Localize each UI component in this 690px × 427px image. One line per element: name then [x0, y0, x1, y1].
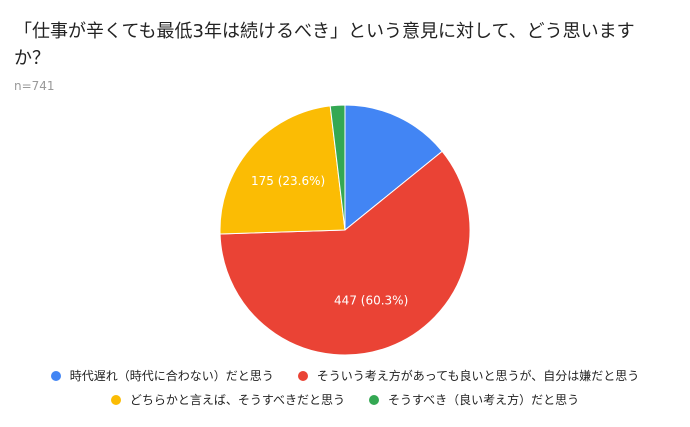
slice-data-label: 447 (60.3%) [334, 293, 408, 307]
legend-label: そうすべき（良い考え方）だと思う [388, 393, 580, 407]
legend-swatch-icon [369, 394, 379, 405]
legend-row: 時代遅れ（時代に合わない）だと思う そういう考え方があっても良いと思うが、自分は… [0, 366, 690, 385]
chart-title: 「仕事が辛くても最低3年は続けるべき」という意見に対して、どう思いますか？ [14, 21, 635, 69]
legend-label: そういう考え方があっても良いと思うが、自分は嫌だと思う [316, 369, 640, 383]
pie-slice[interactable] [344, 104, 443, 232]
pie-slice[interactable] [219, 105, 346, 235]
legend-row: どちらかと言えば、そうすべきだと思う そうすべき（良い考え方）だと思う [0, 390, 690, 409]
legend-item[interactable]: 時代遅れ（時代に合わない）だと思う [50, 367, 274, 384]
pie-slices [219, 104, 471, 356]
legend-label: どちらかと言えば、そうすべきだと思う [129, 393, 345, 407]
legend-item[interactable]: そういう考え方があっても良いと思うが、自分は嫌だと思う [297, 367, 640, 384]
legend-swatch-icon [297, 370, 308, 381]
legend-item[interactable]: どちらかと言えば、そうすべきだと思う [110, 391, 345, 408]
legend-swatch-icon [110, 394, 121, 405]
pie-slice[interactable] [219, 150, 471, 356]
chart-legend: 時代遅れ（時代に合わない）だと思う そういう考え方があっても良いと思うが、自分は… [0, 366, 690, 414]
chart-subtitle: n=741 [14, 79, 55, 93]
pie-data-labels: 447 (60.3%) 175 (23.6%) [251, 174, 408, 307]
pie-slice[interactable] [329, 104, 346, 231]
legend-swatch-icon [50, 370, 61, 381]
legend-item[interactable]: そうすべき（良い考え方）だと思う [369, 391, 579, 408]
slice-data-label: 175 (23.6%) [251, 174, 325, 188]
legend-label: 時代遅れ（時代に合わない）だと思う [69, 369, 274, 383]
